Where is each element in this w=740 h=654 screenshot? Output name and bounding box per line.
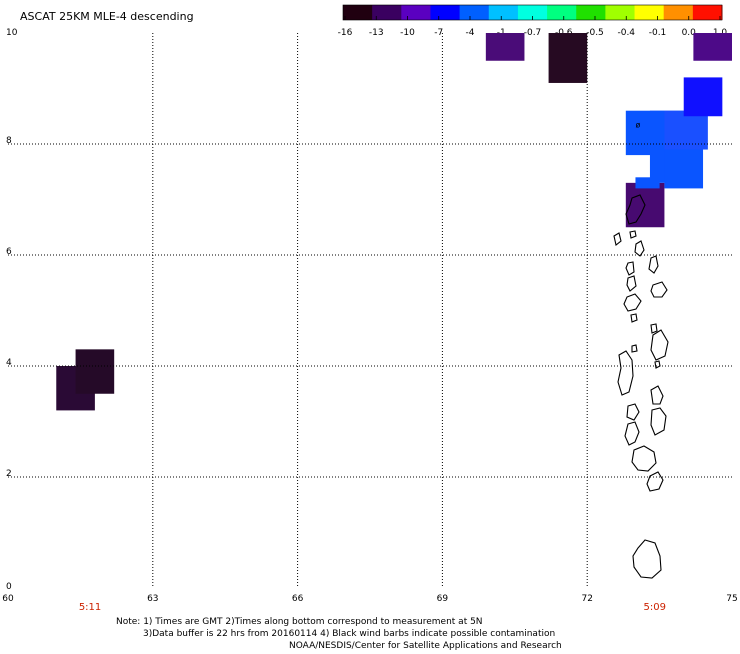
colorbar-label: -7 <box>434 28 443 38</box>
time-label: 5:11 <box>79 602 101 613</box>
colorbar-label: -0.7 <box>524 28 542 38</box>
data-cell <box>683 77 723 117</box>
chart-title: ASCAT 25KM MLE-4 descending <box>20 10 194 23</box>
y-tick-label: 8 <box>6 136 12 146</box>
island-shape <box>624 421 640 446</box>
data-cells <box>56 33 732 411</box>
data-cell <box>548 33 588 83</box>
island-shape <box>625 194 646 225</box>
colorbar-segment <box>430 5 461 20</box>
colorbar: -16-13-10-7-4-1-0.7-0.6-0.5-0.4-0.10.01.… <box>338 4 727 38</box>
data-cell <box>693 33 732 61</box>
colorbar-label: -0.5 <box>586 28 604 38</box>
island-shape <box>623 293 642 312</box>
colorbar-segment <box>634 5 665 20</box>
wind-barb-mark: ø <box>635 120 640 129</box>
coastline <box>613 194 669 579</box>
island-shape <box>626 275 637 292</box>
note-line-2: 3)Data buffer is 22 hrs from 20160114 4)… <box>143 629 555 639</box>
colorbar-segment <box>692 5 723 20</box>
island-shape <box>650 329 669 361</box>
colorbar-segment <box>576 5 606 20</box>
island-shape <box>646 471 664 492</box>
colorbar-segment <box>663 5 694 20</box>
y-tick-label: 10 <box>6 28 18 38</box>
x-tick-labels: 60 63 66 69 72 75 <box>2 594 737 604</box>
colorbar-segment <box>517 5 548 20</box>
island-shape <box>613 232 622 246</box>
time-label: 5:09 <box>644 602 666 613</box>
island-shape <box>625 261 635 276</box>
island-shape <box>650 385 664 405</box>
island-shape <box>650 323 658 334</box>
colorbar-label: 0.0 <box>682 28 697 38</box>
colorbar-segment <box>605 5 636 20</box>
colorbar-label: -0.4 <box>617 28 635 38</box>
x-tick-label: 75 <box>726 594 737 604</box>
colorbar-label: -13 <box>369 28 384 38</box>
island-shape <box>631 344 638 353</box>
colorbar-segment <box>459 5 490 20</box>
note-line-1: Note: 1) Times are GMT 2)Times along bot… <box>116 617 483 627</box>
data-cell <box>75 349 115 394</box>
data-cell <box>664 110 708 150</box>
y-tick-label: 2 <box>6 469 12 479</box>
x-tick-label: 72 <box>581 594 592 604</box>
y-tick-label: 0 <box>6 582 12 592</box>
colorbar-segment <box>401 5 431 20</box>
island-shape <box>654 360 661 369</box>
note-line-3: NOAA/NESDIS/Center for Satellite Applica… <box>289 641 562 650</box>
colorbar-label: -16 <box>338 28 353 38</box>
y-tick-label: 4 <box>6 358 12 368</box>
x-tick-label: 66 <box>292 594 304 604</box>
island-shape <box>617 350 634 396</box>
colorbar-segment <box>488 5 519 20</box>
data-cell <box>664 144 704 189</box>
grid-lines <box>8 33 732 588</box>
x-tick-label: 60 <box>2 594 14 604</box>
colorbar-label: -10 <box>400 28 415 38</box>
data-cell <box>485 33 525 61</box>
footer-notes: Note: 1) Times are GMT 2)Times along bot… <box>116 617 562 651</box>
colorbar-label: -4 <box>466 28 475 38</box>
time-labels: 5:11 5:09 <box>79 602 666 613</box>
y-tick-label: 6 <box>6 247 12 257</box>
x-tick-label: 69 <box>437 594 449 604</box>
data-cell <box>635 177 660 189</box>
island-shape <box>648 255 659 274</box>
island-shape <box>634 240 645 257</box>
y-tick-labels: 0 2 4 6 8 10 <box>6 28 18 592</box>
island-shape <box>626 403 640 421</box>
island-shape <box>650 407 667 436</box>
island-shape <box>650 281 668 298</box>
island-shape <box>630 313 638 323</box>
island-shape <box>631 445 657 472</box>
island-shape <box>629 230 637 239</box>
colorbar-segment <box>343 5 373 20</box>
colorbar-label: -0.1 <box>649 28 667 38</box>
x-tick-label: 63 <box>147 594 158 604</box>
island-shape <box>632 539 662 579</box>
colorbar-segment <box>547 5 577 20</box>
colorbar-segment <box>372 5 402 20</box>
